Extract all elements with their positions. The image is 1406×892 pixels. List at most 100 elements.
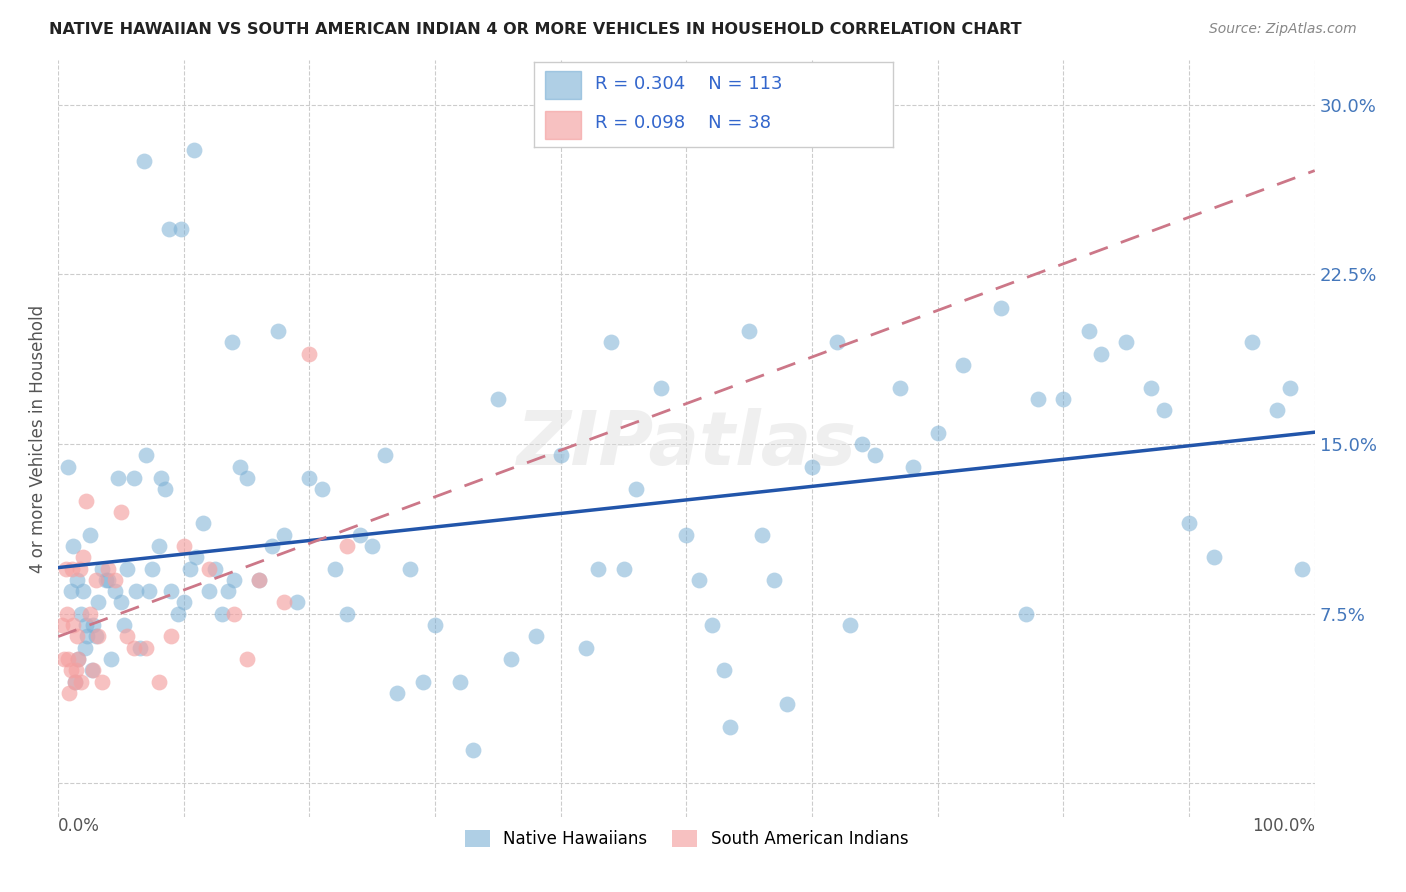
Point (901, 459, 924, 474)
Point (107, 471, 129, 485)
Point (110, 595, 132, 609)
Point (135, 640, 157, 655)
Point (173, 539, 195, 553)
Point (285, 595, 308, 609)
Point (588, 561, 610, 575)
Point (349, 527, 371, 541)
Point (91, 561, 114, 575)
Point (688, 573, 710, 587)
Point (104, 584, 127, 599)
Point (73, 640, 96, 655)
Bar (546, 111, 581, 139)
Point (423, 618, 446, 632)
Point (738, 324, 761, 338)
Point (82, 663, 104, 677)
Point (763, 573, 786, 587)
Point (100, 652, 122, 666)
Point (927, 425, 949, 440)
Text: 0.0%: 0.0% (58, 817, 100, 836)
Point (1291, 561, 1313, 575)
Point (160, 584, 183, 599)
Point (186, 550, 208, 565)
Point (260, 539, 283, 553)
Point (79, 607, 101, 621)
Point (700, 618, 723, 632)
Point (166, 607, 188, 621)
Point (150, 471, 173, 485)
Point (160, 629, 183, 643)
Text: Source: ZipAtlas.com: Source: ZipAtlas.com (1209, 22, 1357, 37)
Point (58, 459, 80, 474)
Point (217, 584, 239, 599)
Point (72, 550, 94, 565)
Point (550, 449, 572, 463)
Text: R = 0.098    N = 38: R = 0.098 N = 38 (595, 114, 772, 132)
Point (69, 607, 91, 621)
Point (110, 505, 132, 519)
Point (311, 483, 333, 497)
Point (247, 573, 270, 587)
Point (65, 663, 87, 677)
Bar (546, 71, 581, 99)
Point (173, 595, 195, 609)
Point (128, 640, 150, 655)
Point (84, 629, 107, 643)
Point (97, 573, 120, 587)
Point (718, 720, 741, 734)
Point (53, 652, 76, 666)
Point (191, 516, 214, 531)
Y-axis label: 4 or more Vehicles in Household: 4 or more Vehicles in Household (30, 304, 46, 573)
Point (221, 335, 243, 350)
Point (84, 573, 107, 587)
Point (104, 573, 127, 587)
Point (751, 527, 773, 541)
Point (624, 483, 647, 497)
Point (62, 539, 84, 553)
Point (863, 449, 886, 463)
Point (336, 539, 359, 553)
Point (1153, 403, 1175, 417)
Point (138, 584, 160, 599)
Point (67, 652, 90, 666)
Point (461, 742, 484, 756)
Point (336, 607, 359, 621)
Point (63, 674, 86, 689)
Point (889, 381, 911, 395)
Point (1077, 324, 1099, 338)
Point (79, 527, 101, 541)
Point (1178, 516, 1201, 531)
Point (1026, 392, 1049, 406)
Text: R = 0.304    N = 113: R = 0.304 N = 113 (595, 76, 783, 94)
Point (198, 584, 221, 599)
Point (449, 674, 471, 689)
Point (117, 561, 139, 575)
Point (66, 629, 89, 643)
Point (222, 607, 245, 621)
Point (1265, 403, 1288, 417)
Point (211, 607, 233, 621)
Point (229, 459, 252, 474)
Point (76, 629, 98, 643)
Point (499, 652, 522, 666)
Text: 100.0%: 100.0% (1251, 817, 1315, 836)
Point (87, 595, 110, 609)
Point (801, 459, 824, 474)
Point (323, 561, 346, 575)
Point (1090, 346, 1112, 360)
Point (51, 618, 73, 632)
Point (183, 143, 205, 157)
Point (55, 561, 77, 575)
Point (157, 222, 180, 236)
Point (170, 222, 193, 236)
Point (374, 449, 396, 463)
Point (94, 573, 117, 587)
Point (399, 561, 422, 575)
Point (66, 573, 89, 587)
Point (412, 674, 434, 689)
Point (132, 154, 155, 169)
Point (125, 584, 148, 599)
Point (58, 686, 80, 700)
Point (851, 437, 873, 451)
Text: ZIPatlas: ZIPatlas (516, 408, 856, 481)
Point (1204, 550, 1226, 565)
